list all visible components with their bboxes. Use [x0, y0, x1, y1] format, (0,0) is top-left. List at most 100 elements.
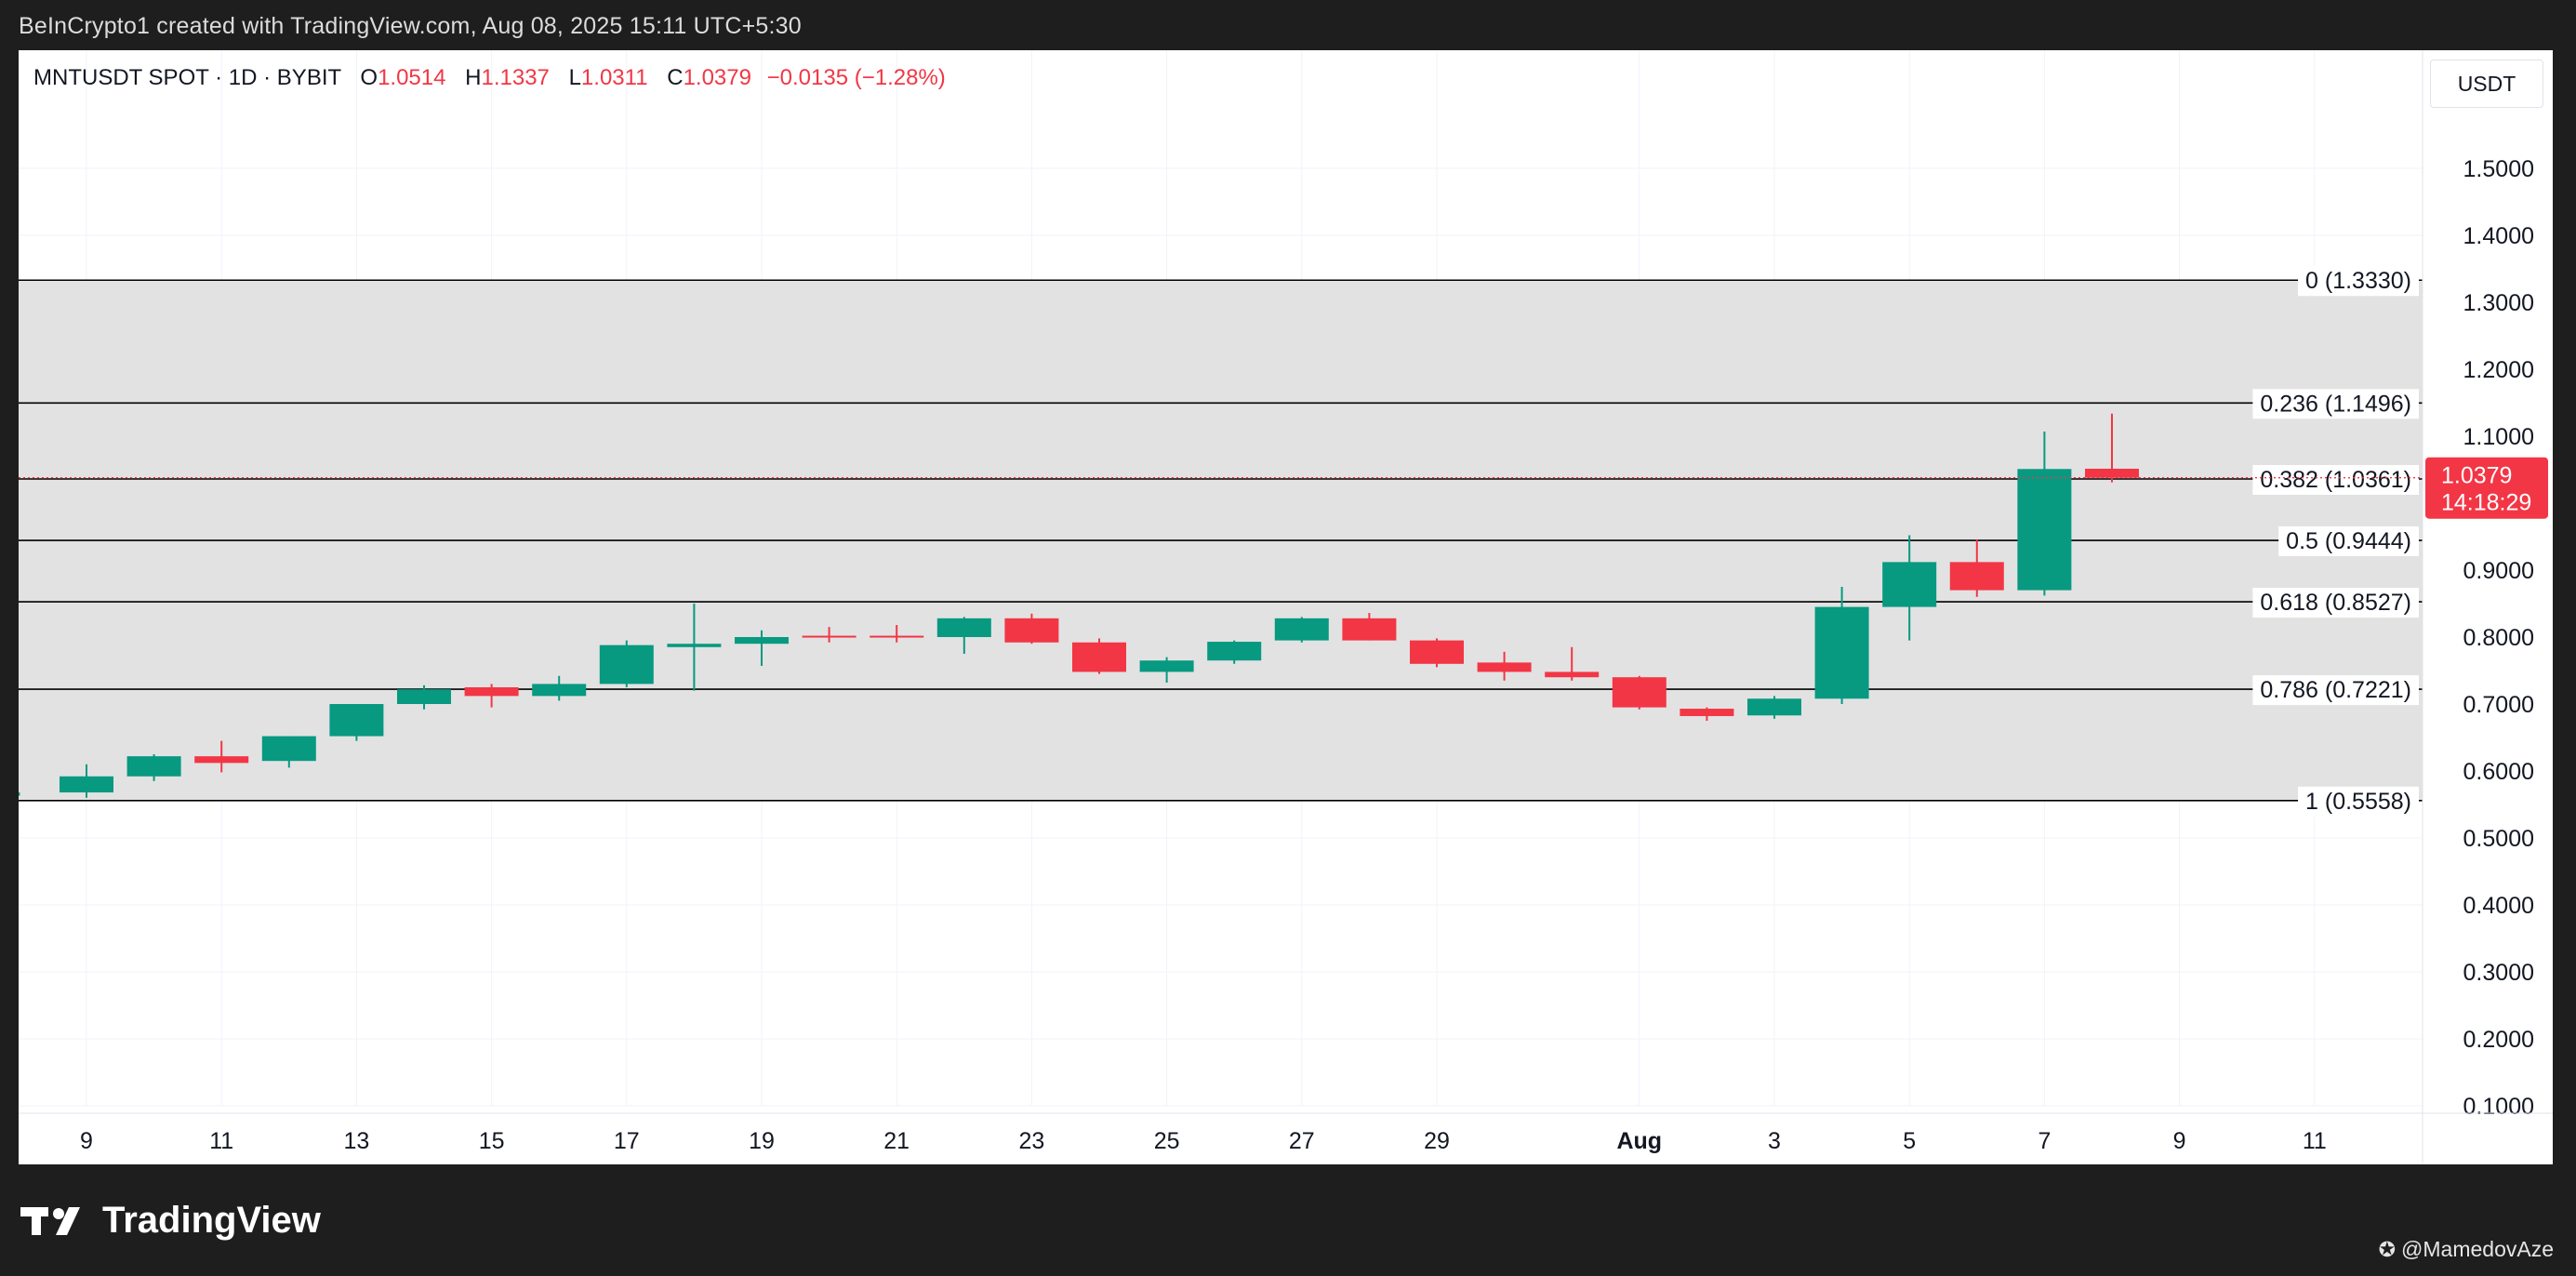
- fib-label-bg: [2252, 588, 2419, 618]
- fib-level-label: 0.618 (0.8527): [2260, 590, 2411, 616]
- candle-bear: [1477, 651, 1532, 681]
- time-tick-label: 29: [1424, 1128, 1450, 1154]
- candle-body: [735, 637, 789, 645]
- open-label: O: [360, 65, 378, 90]
- time-tick-label: 17: [614, 1128, 640, 1154]
- candle-bull: [1207, 640, 1262, 664]
- candle-bull: [532, 675, 587, 701]
- time-tick-label: 7: [2038, 1128, 2051, 1154]
- candle-bear: [464, 684, 519, 708]
- high-label: H: [465, 65, 482, 90]
- fib-level-label: 0 (1.3330): [2305, 268, 2411, 294]
- time-tick-label: 11: [209, 1128, 233, 1154]
- fib-level-label: 1 (0.5558): [2305, 789, 2411, 815]
- price-tick-label: 0.7000: [2463, 692, 2534, 718]
- candle-body: [667, 644, 722, 647]
- price-tick-label: 0.5000: [2463, 826, 2534, 852]
- time-tick-label: 23: [1018, 1128, 1044, 1154]
- symbol-legend: MNTUSDT SPOT · 1D · BYBIT O1.0514 H1.133…: [33, 65, 946, 91]
- candle-body: [1004, 618, 1059, 643]
- candle-body: [1612, 677, 1666, 708]
- last-price-badge: [2425, 457, 2548, 519]
- price-axis[interactable]: 1.50001.40001.30001.20001.10001.00000.90…: [2422, 50, 2534, 1164]
- candle-body: [1680, 709, 1734, 716]
- change-value: −0.0135 (−1.28%): [766, 65, 946, 90]
- candle-bull: [1882, 535, 1937, 641]
- time-tick-label: 21: [883, 1128, 910, 1154]
- candle-body: [1814, 606, 1869, 699]
- price-tick-label: 0.8000: [2463, 625, 2534, 651]
- time-tick-label: 15: [479, 1128, 505, 1154]
- time-tick-label: 13: [343, 1128, 369, 1154]
- candle-bear: [1072, 638, 1126, 674]
- candle-bear: [1949, 539, 2004, 597]
- symbol-name[interactable]: MNTUSDT SPOT · 1D · BYBIT: [33, 65, 341, 90]
- last-price-value: 1.0379: [2441, 463, 2512, 489]
- price-tick-label: 0.9000: [2463, 558, 2534, 584]
- candle-bear: [1410, 638, 1464, 668]
- chart-frame[interactable]: 0 (1.3330) 0.236 (1.1496) 0.382 (1.0361) 0.…: [19, 50, 2553, 1164]
- candle-bull: [1139, 657, 1194, 683]
- price-tick-label: 0.2000: [2463, 1027, 2534, 1053]
- candle-body: [464, 687, 519, 697]
- price-tick-label: 0.6000: [2463, 759, 2534, 785]
- candle-bull: [1747, 696, 1801, 719]
- tradingview-logo[interactable]: TradingView: [20, 1200, 321, 1242]
- close-value: 1.0379: [683, 65, 751, 90]
- candle-bear: [870, 625, 924, 643]
- candle-bear: [194, 740, 249, 773]
- price-tick-label: 1.4000: [2463, 223, 2534, 249]
- time-tick-label: 27: [1289, 1128, 1315, 1154]
- fib-levels: 0 (1.3330) 0.236 (1.1496) 0.382 (1.0361) 0.…: [19, 266, 2423, 817]
- candle-body: [1139, 660, 1194, 672]
- candle-body: [1207, 642, 1262, 661]
- candle-body: [936, 618, 991, 637]
- high-value: 1.1337: [481, 65, 550, 90]
- low-value: 1.0311: [580, 65, 648, 90]
- price-tick-label: 1.5000: [2463, 156, 2534, 182]
- candle-bear: [802, 627, 856, 643]
- candle-bull: [936, 617, 991, 654]
- price-tick-label: 1.3000: [2463, 290, 2534, 316]
- fib-label-bg: [2252, 389, 2419, 419]
- candle-bear: [2085, 413, 2139, 483]
- time-tick-label: 25: [1154, 1128, 1180, 1154]
- candlestick-chart[interactable]: 0 (1.3330) 0.236 (1.1496) 0.382 (1.0361) 0.…: [19, 50, 2553, 1164]
- candle-body: [126, 756, 181, 777]
- candle-body: [1747, 698, 1801, 716]
- candle-bull: [2017, 431, 2072, 596]
- time-tick-label: 9: [80, 1128, 93, 1154]
- price-tick-label: 0.3000: [2463, 960, 2534, 986]
- candle-body: [599, 645, 654, 685]
- candle-bear: [1342, 613, 1397, 641]
- tradingview-logo-icon: [20, 1206, 80, 1235]
- time-tick-label: Aug: [1616, 1128, 1662, 1154]
- candle-bull: [126, 754, 181, 781]
- time-tick-label: 9: [2173, 1128, 2186, 1154]
- candle-body: [2085, 468, 2139, 478]
- candle-body: [60, 776, 113, 793]
- candles: [19, 413, 2139, 798]
- candle-body: [532, 684, 587, 697]
- time-tick-label: 3: [1768, 1128, 1781, 1154]
- author-credit: ✪ @MamedovAze: [2379, 1237, 2554, 1262]
- low-label: L: [568, 65, 581, 90]
- price-tick-label: 1.2000: [2463, 357, 2534, 383]
- time-tick-label: 19: [749, 1128, 775, 1154]
- candle-bear: [1612, 675, 1666, 710]
- time-axis[interactable]: 9 11 13 15 17 19 21 23 25 27 29 Aug 3 5 7 9 11: [19, 1112, 2553, 1154]
- candle-body: [1477, 662, 1532, 672]
- candle-bull: [667, 604, 722, 691]
- candle-body: [1274, 618, 1329, 641]
- currency-selector[interactable]: USDT: [2430, 60, 2543, 108]
- candle-body: [1949, 562, 2004, 591]
- candle-body: [329, 704, 384, 737]
- price-tick-label: 0.1000: [2463, 1094, 2534, 1120]
- candle-body: [802, 635, 856, 638]
- fib-label-bg: [2252, 675, 2419, 706]
- candle-body: [397, 689, 451, 704]
- candle-bull: [397, 685, 451, 710]
- fib-level-label: 0.5 (0.9444): [2286, 528, 2411, 554]
- verified-icon: ✪: [2378, 1237, 2397, 1261]
